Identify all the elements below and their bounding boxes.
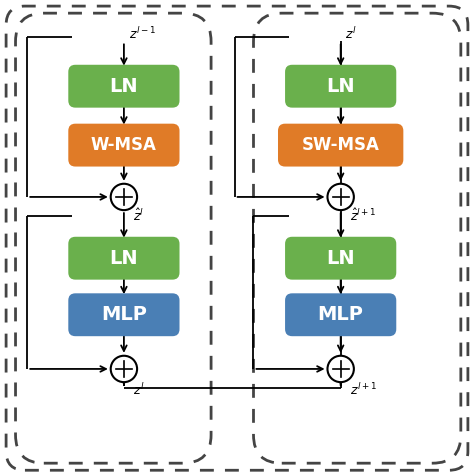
FancyBboxPatch shape — [285, 237, 396, 280]
FancyBboxPatch shape — [68, 293, 180, 336]
Text: MLP: MLP — [101, 305, 147, 324]
FancyBboxPatch shape — [285, 65, 396, 108]
Text: $z^{l}$: $z^{l}$ — [346, 27, 357, 42]
Text: $z^{l-1}$: $z^{l-1}$ — [128, 27, 155, 42]
Text: $z^{l}$: $z^{l}$ — [133, 382, 145, 398]
FancyBboxPatch shape — [285, 293, 396, 336]
FancyBboxPatch shape — [68, 237, 180, 280]
Text: $\hat{z}^{l}$: $\hat{z}^{l}$ — [133, 208, 145, 224]
Text: $\hat{z}^{l+1}$: $\hat{z}^{l+1}$ — [350, 208, 377, 224]
Text: LN: LN — [109, 249, 138, 268]
Text: SW-MSA: SW-MSA — [302, 136, 380, 154]
Text: $z^{l+1}$: $z^{l+1}$ — [350, 382, 377, 398]
Text: LN: LN — [109, 77, 138, 96]
Circle shape — [328, 184, 354, 210]
FancyBboxPatch shape — [68, 65, 180, 108]
Text: LN: LN — [327, 249, 355, 268]
Text: LN: LN — [327, 77, 355, 96]
Circle shape — [328, 356, 354, 382]
FancyBboxPatch shape — [68, 124, 180, 166]
Circle shape — [111, 184, 137, 210]
Text: W-MSA: W-MSA — [91, 136, 157, 154]
Circle shape — [111, 356, 137, 382]
Text: MLP: MLP — [318, 305, 364, 324]
FancyBboxPatch shape — [278, 124, 403, 166]
